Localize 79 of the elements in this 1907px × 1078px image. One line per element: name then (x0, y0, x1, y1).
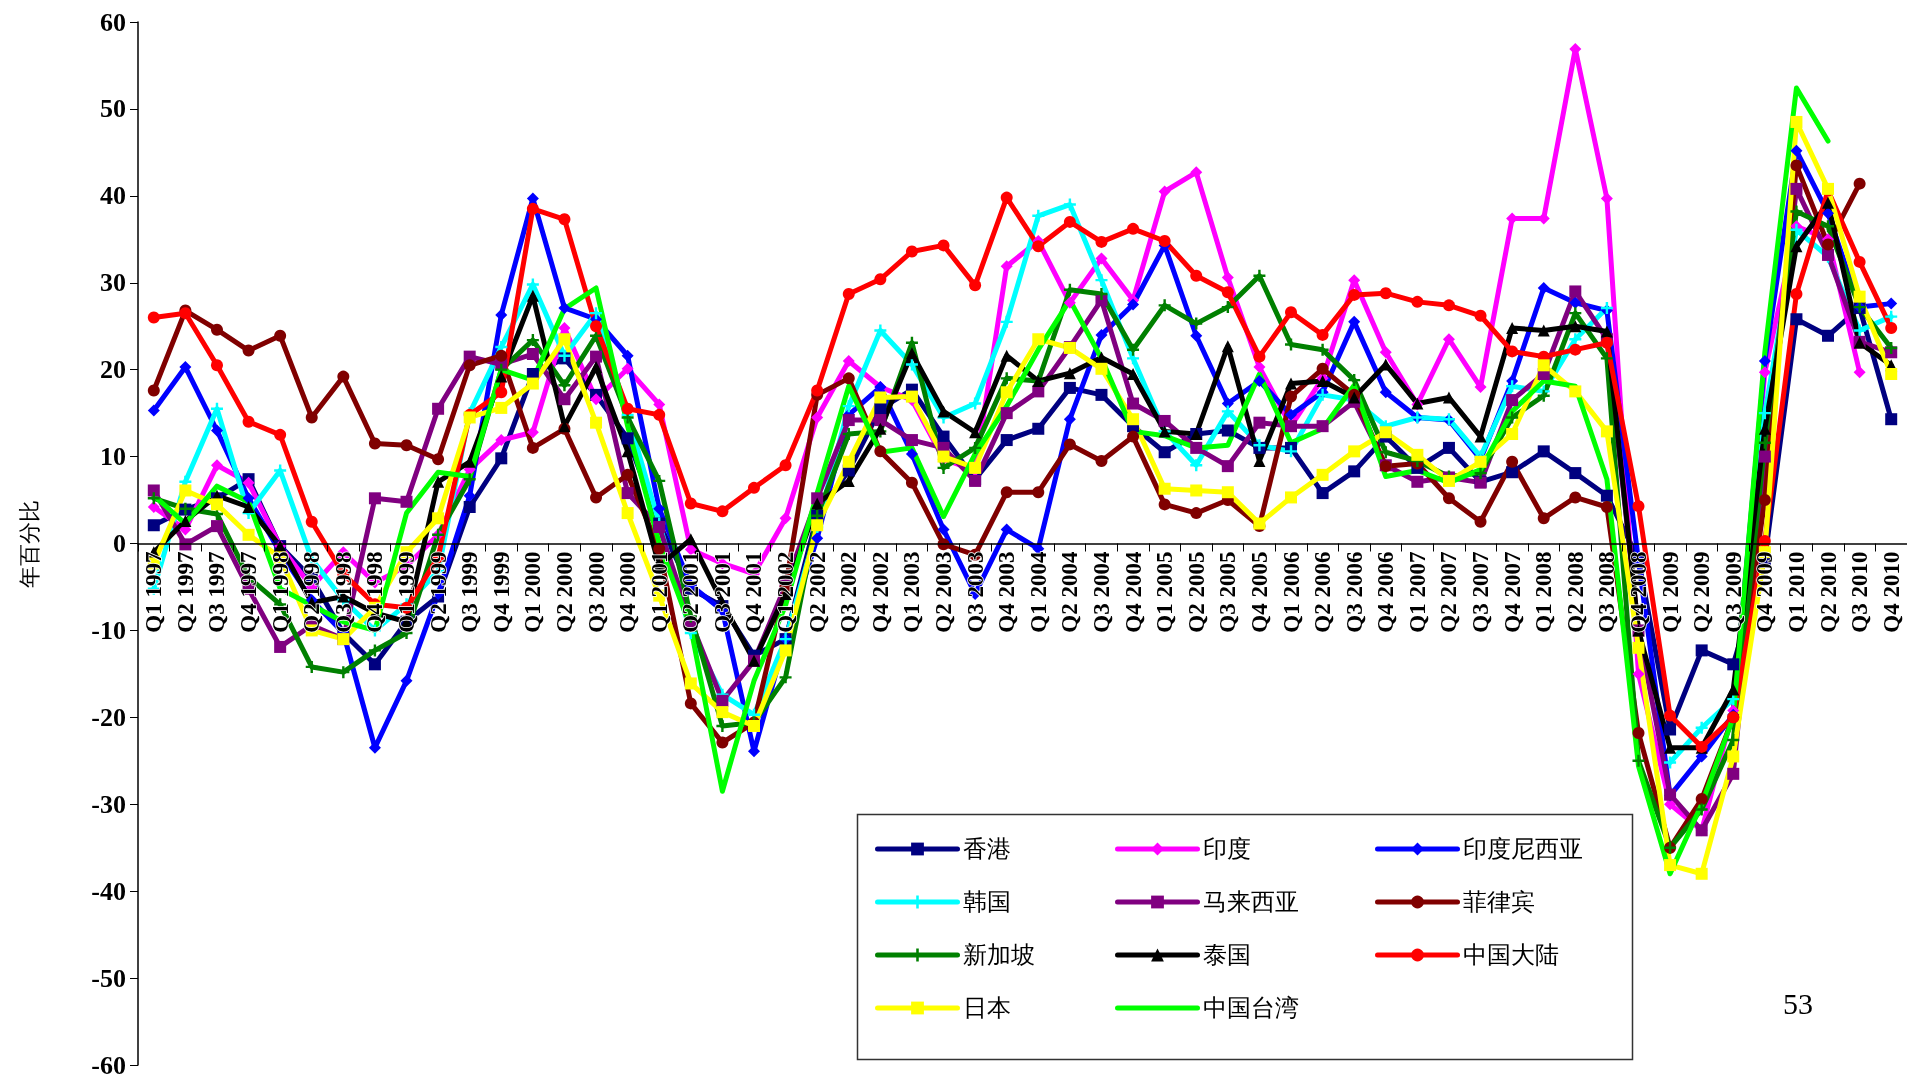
x-tick-label: Q4 1999 (488, 551, 514, 633)
y-tick-label: -20 (91, 702, 126, 732)
x-tick-label: Q4 2007 (1499, 551, 1525, 633)
y-tick-label: 40 (100, 181, 126, 211)
y-tick-label: -40 (91, 876, 126, 906)
y-tick-label: 50 (100, 94, 126, 124)
x-tick-label: Q4 2008 (1625, 551, 1651, 633)
x-tick-label: Q3 2010 (1847, 551, 1873, 633)
x-tick-label: Q3 2008 (1594, 551, 1620, 633)
legend-label: 马来西亚 (1202, 888, 1299, 916)
x-tick-label: Q1 2009 (1657, 551, 1683, 633)
legend-label: 菲律宾 (1462, 888, 1535, 916)
x-tick-label: Q3 2007 (1468, 551, 1494, 633)
x-tick-label: Q1 1999 (394, 551, 420, 633)
x-tick-label: Q1 2004 (1025, 551, 1051, 633)
x-tick-label: Q3 1999 (457, 551, 483, 633)
legend-label: 中国大陆 (1462, 941, 1559, 969)
x-tick-label: Q3 2000 (583, 551, 609, 633)
legend-label: 印度尼西亚 (1462, 835, 1583, 863)
y-tick-label: -30 (91, 789, 126, 819)
x-tick-label: Q3 1997 (204, 551, 230, 633)
x-tick-label: Q1 2008 (1531, 551, 1557, 633)
y-tick-label: -10 (91, 615, 126, 645)
x-tick-label: Q1 2003 (899, 551, 925, 633)
y-tick-label: 60 (100, 7, 126, 37)
legend-label: 中国台湾 (1202, 994, 1299, 1022)
legend-label: 香港 (962, 835, 1011, 863)
x-tick-label: Q2 2009 (1689, 551, 1715, 633)
y-tick-label: 20 (100, 355, 126, 385)
y-tick-label: -60 (91, 1050, 126, 1078)
x-tick-label: Q2 2007 (1436, 551, 1462, 633)
x-tick-label: Q2 1997 (172, 551, 198, 633)
annotation: 53 (1783, 986, 1813, 1020)
x-tick-label: Q4 2002 (867, 551, 893, 633)
x-tick-label: Q1 1997 (141, 551, 167, 633)
x-tick-label: Q1 1998 (267, 551, 293, 633)
x-tick-label: Q4 2009 (1752, 551, 1778, 633)
x-tick-label: Q2 2004 (1057, 551, 1083, 633)
x-tick-label: Q1 2007 (1404, 551, 1430, 633)
y-tick-label: 0 (113, 529, 126, 558)
x-tick-label: Q4 2000 (615, 551, 641, 633)
x-tick-label: Q2 2005 (1183, 551, 1209, 633)
x-tick-label: Q3 2009 (1720, 551, 1746, 633)
y-tick-label: 10 (100, 442, 126, 472)
x-tick-label: Q1 2006 (1278, 551, 1304, 633)
x-tick-label: Q3 2002 (836, 551, 862, 633)
x-tick-label: Q1 2005 (1152, 551, 1178, 633)
x-tick-label: Q2 1999 (425, 551, 451, 633)
x-tick-label: Q2 2002 (804, 551, 830, 633)
x-tick-label: Q1 2002 (773, 551, 799, 633)
y-tick-label: -50 (91, 963, 126, 993)
x-tick-label: Q3 2005 (1215, 551, 1241, 633)
x-tick-label: Q4 2004 (1120, 551, 1146, 633)
y-axis-title: 年百分比 (16, 499, 42, 588)
x-tick-label: Q2 2003 (931, 551, 957, 633)
x-tick-label: Q4 2001 (741, 551, 767, 633)
x-tick-label: Q4 2003 (994, 551, 1020, 633)
legend-label: 韩国 (962, 888, 1011, 916)
legend-label: 日本 (962, 994, 1011, 1022)
x-tick-label: Q3 1998 (330, 551, 356, 633)
x-tick-label: Q4 1997 (236, 551, 262, 633)
legend-label: 新加坡 (962, 941, 1035, 969)
x-tick-label: Q2 2010 (1815, 551, 1841, 633)
x-tick-label: Q4 2006 (1373, 551, 1399, 633)
x-tick-label: Q3 2004 (1088, 551, 1114, 633)
x-tick-label: Q4 2010 (1878, 551, 1904, 633)
legend-label: 印度 (1202, 835, 1251, 863)
x-tick-label: Q2 2001 (678, 551, 704, 633)
x-tick-label: Q1 2000 (520, 551, 546, 633)
y-tick-label: 30 (100, 268, 126, 298)
x-tick-label: Q2 2008 (1562, 551, 1588, 633)
x-tick-label: Q4 2005 (1246, 551, 1272, 633)
x-tick-label: Q2 2006 (1310, 551, 1336, 633)
x-tick-label: Q2 1998 (299, 551, 325, 633)
x-tick-label: Q1 2010 (1783, 551, 1809, 633)
x-tick-label: Q2 2000 (551, 551, 577, 633)
x-tick-label: Q3 2006 (1341, 551, 1367, 633)
x-tick-label: Q3 2003 (962, 551, 988, 633)
legend-label: 泰国 (1202, 941, 1251, 969)
